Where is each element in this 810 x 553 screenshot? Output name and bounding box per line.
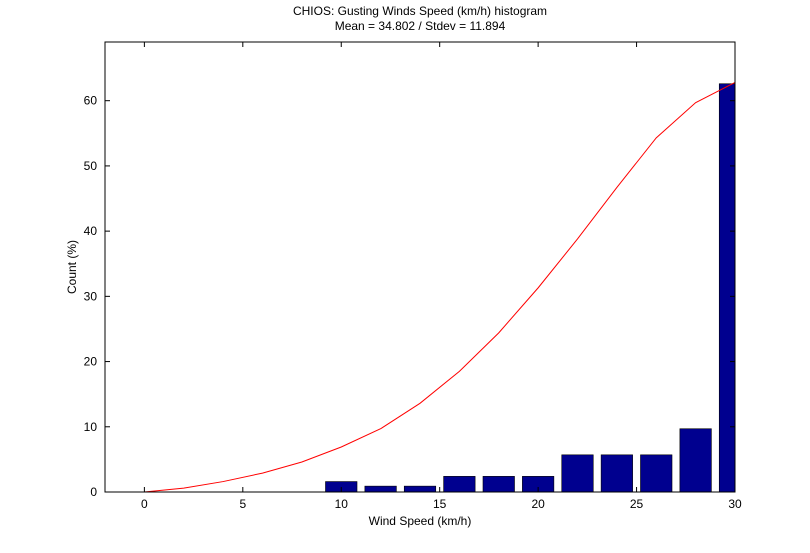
bars-layer bbox=[325, 83, 736, 493]
y-tick-label: 10 bbox=[84, 420, 98, 434]
curve-layer bbox=[144, 81, 736, 493]
x-axis-label: Wind Speed (km/h) bbox=[369, 514, 472, 528]
y-tick-label: 20 bbox=[84, 355, 98, 369]
x-tick-label: 0 bbox=[141, 497, 148, 511]
histogram-bar bbox=[403, 485, 437, 493]
chart-title: CHIOS: Gusting Winds Speed (km/h) histog… bbox=[292, 4, 548, 18]
histogram-bar bbox=[718, 83, 736, 493]
histogram-bar bbox=[443, 476, 476, 493]
x-tick-label: 5 bbox=[239, 497, 246, 511]
y-tick-label: 40 bbox=[84, 224, 98, 238]
histogram-bar bbox=[482, 476, 515, 493]
histogram-bar bbox=[679, 428, 712, 493]
ticks-layer: 0 5 10 15 20 25 30 0 10 20 30 40 50 60 bbox=[84, 42, 742, 511]
chart-subtitle: Mean = 34.802 / Stdev = 11.894 bbox=[334, 19, 506, 33]
histogram-bar bbox=[561, 454, 594, 493]
y-tick-label: 50 bbox=[84, 159, 98, 173]
x-tick-label: 20 bbox=[531, 497, 545, 511]
x-tick-label: 30 bbox=[728, 497, 742, 511]
plot-area-frame bbox=[104, 41, 736, 493]
y-axis-label: Count (%) bbox=[65, 240, 79, 294]
distribution-curve bbox=[144, 81, 736, 493]
y-tick-label: 0 bbox=[90, 485, 97, 499]
x-tick-label: 25 bbox=[630, 497, 644, 511]
x-tick-label: 10 bbox=[335, 497, 349, 511]
x-tick-label: 15 bbox=[433, 497, 447, 511]
y-tick-label: 60 bbox=[84, 94, 98, 108]
histogram-bar bbox=[600, 454, 633, 493]
histogram-bar bbox=[364, 485, 397, 493]
y-tick-label: 30 bbox=[84, 289, 98, 303]
histogram-bar bbox=[640, 454, 673, 493]
